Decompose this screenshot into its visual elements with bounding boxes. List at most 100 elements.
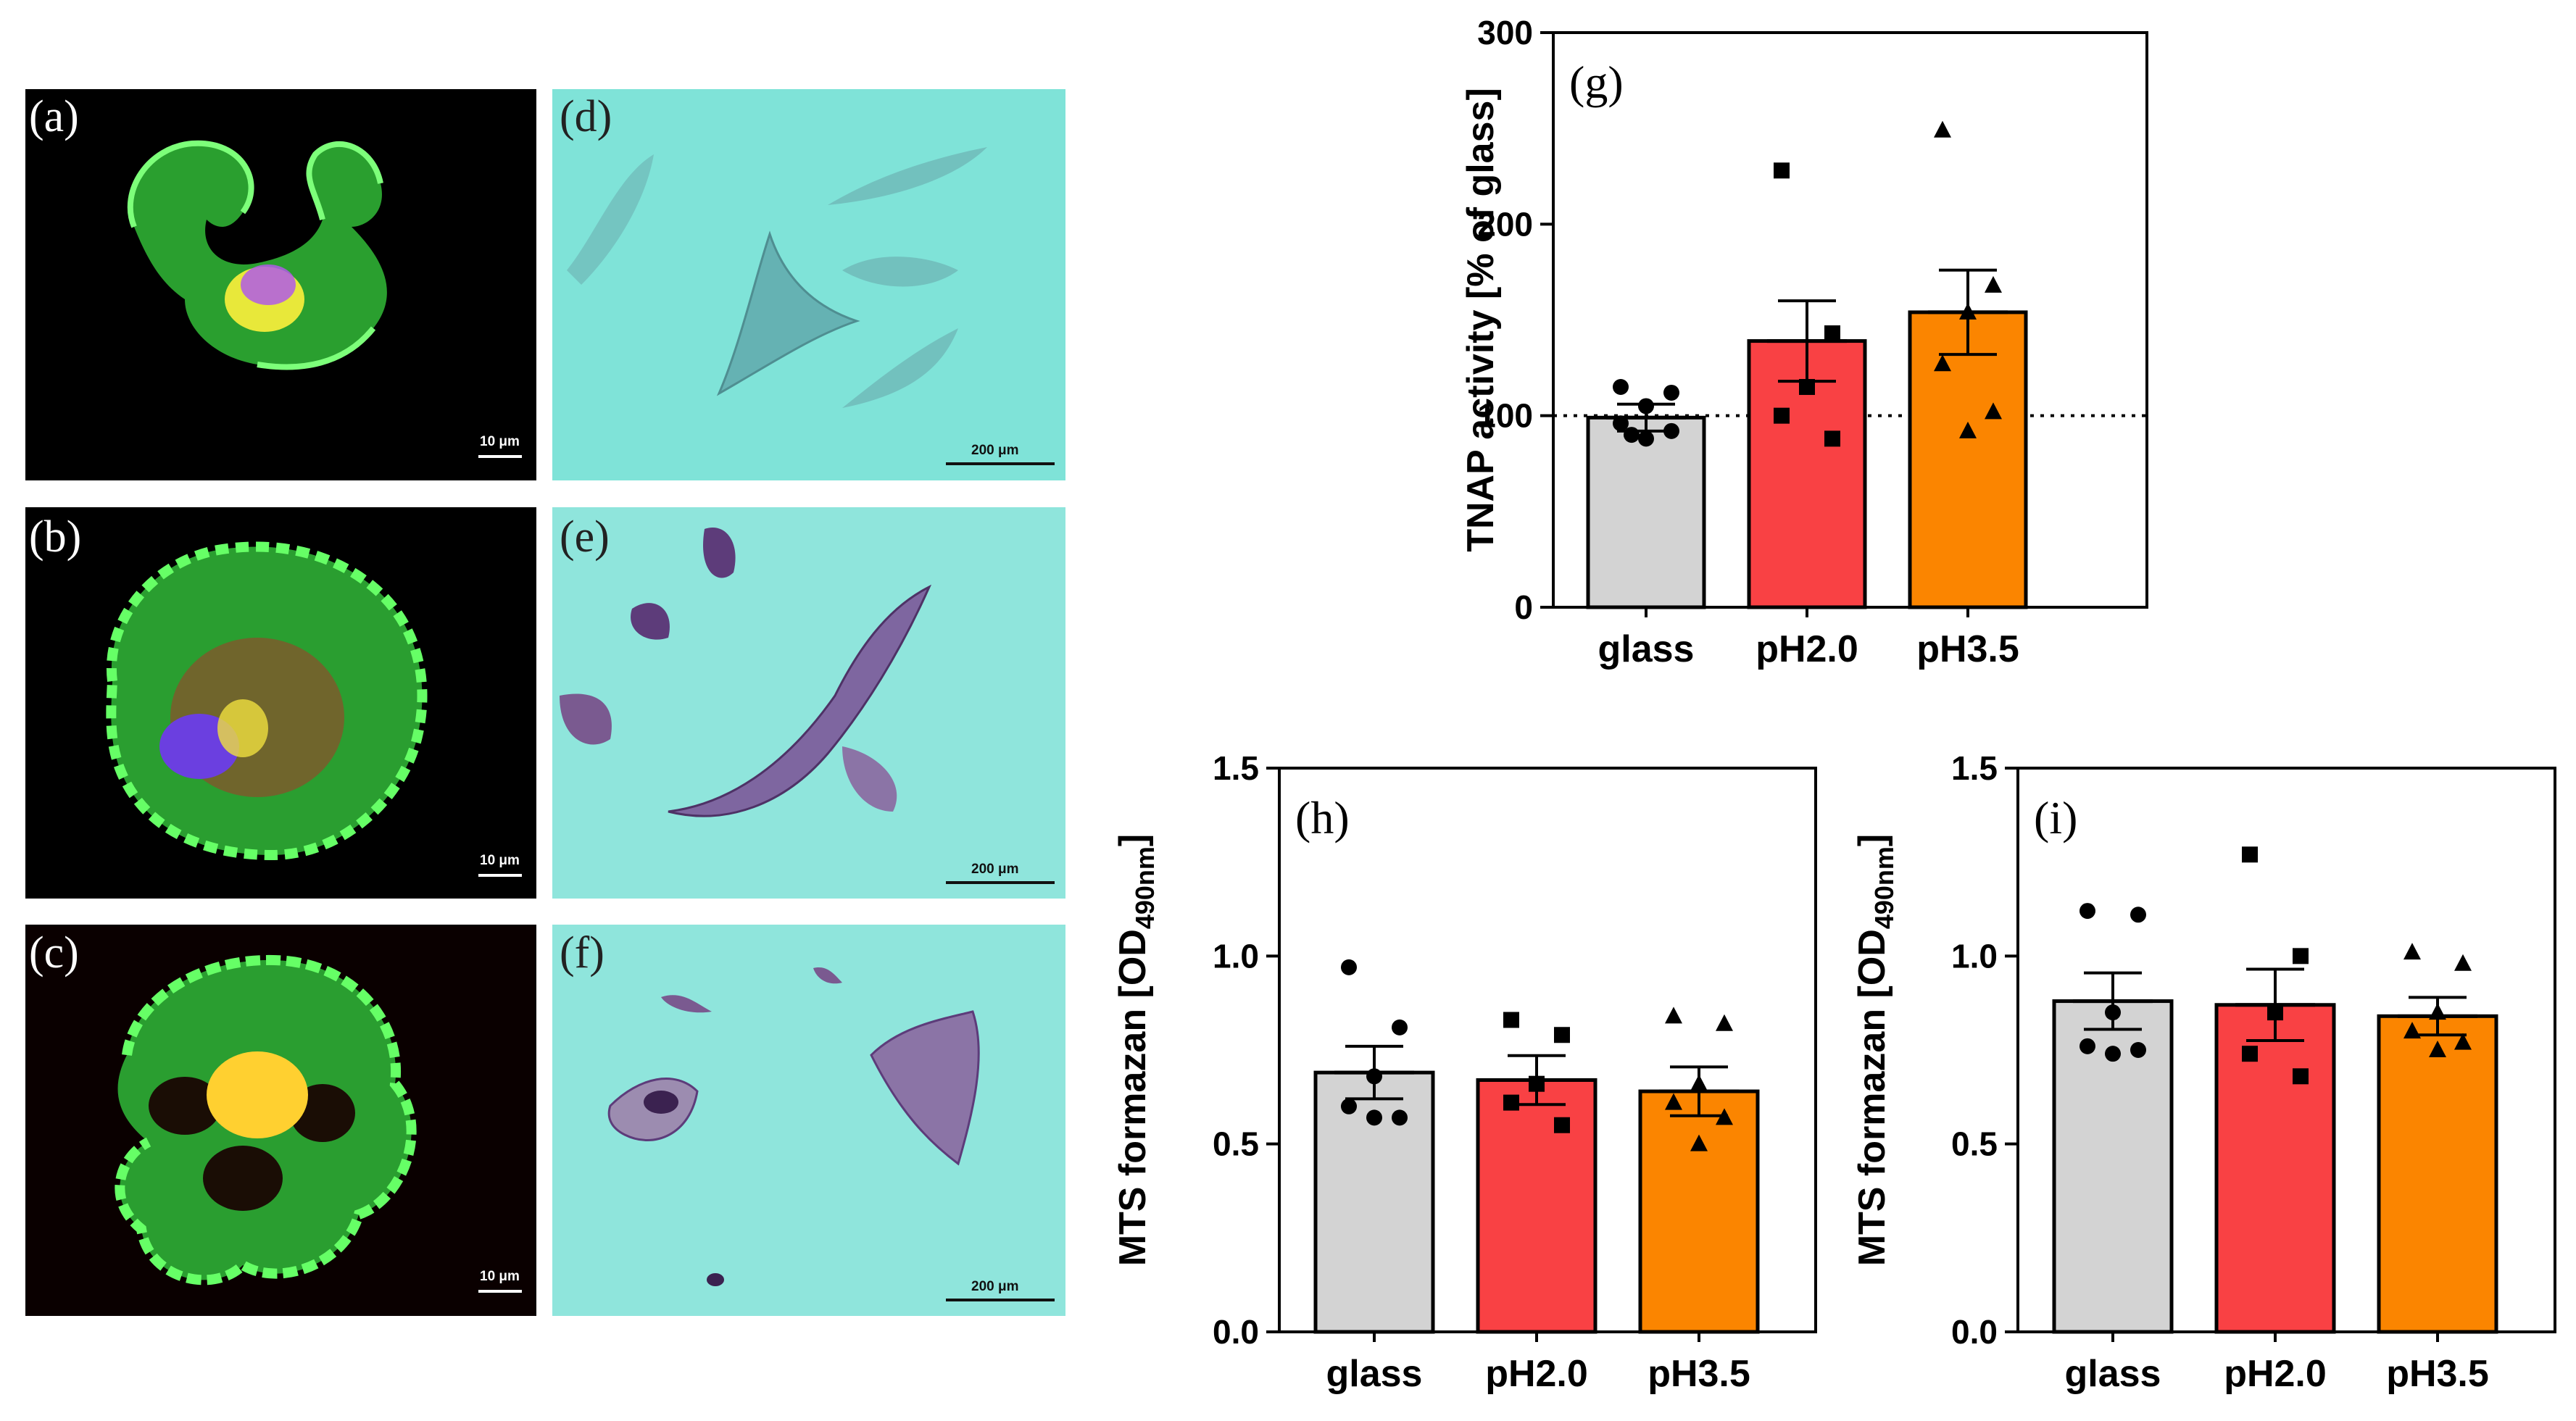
micrograph-a <box>25 89 536 480</box>
micrograph-label-d: (d) <box>560 92 612 141</box>
chart-i-point-pH3.5 <box>2403 943 2421 960</box>
chart-g-point-pH2.0 <box>1824 430 1840 447</box>
chart-h-ylabel-end: ] <box>1112 834 1154 846</box>
chart-g-point-pH2.0 <box>1774 407 1790 424</box>
chart-h-point-pH2.0 <box>1529 1075 1545 1092</box>
chart-i-point-pH2.0 <box>2293 1068 2309 1085</box>
chart-h-bar-pH3.5 <box>1638 1089 1760 1334</box>
scale-bar-c <box>478 1290 522 1293</box>
chart-i-panel-label: (i) <box>2034 792 2077 843</box>
chart-h-ylabel: MTS formazan [OD490nm] <box>1112 834 1160 1267</box>
chart-i-ylabel: MTS formazan [OD490nm] <box>1851 834 1899 1267</box>
chart-g-panel-label: (g) <box>1569 57 1624 108</box>
chart-h-panel-label: (h) <box>1295 792 1350 843</box>
scale-text-b: 10 μm <box>480 853 520 868</box>
scale-bar-b <box>478 874 522 877</box>
chart-h-point-glass <box>1366 1109 1382 1126</box>
chart-h-point-pH3.5 <box>1716 1014 1733 1031</box>
chart-i-point-pH2.0 <box>2242 846 2258 863</box>
chart-h-point-pH2.0 <box>1503 1094 1519 1111</box>
chart-g-point-pH3.5 <box>1959 302 1977 320</box>
scale-text-e: 200 μm <box>971 862 1019 877</box>
chart-h-ytick-label: 1.5 <box>1213 749 1259 787</box>
chart-i-point-glass <box>2105 1004 2121 1021</box>
chart-g-point-pH3.5 <box>1959 421 1977 438</box>
chart-g-ylabel: TNAP activity [% of glass] <box>1460 88 1502 552</box>
chart-i-ytick-label: 1.5 <box>1951 749 1998 787</box>
stained-cells-d <box>567 147 987 408</box>
chart-i-point-pH2.0 <box>2242 1046 2258 1062</box>
chart-g-xtick-label-glass: glass <box>1598 628 1695 670</box>
micrograph-label-e: (e) <box>560 512 610 562</box>
chart-g-point-glass <box>1613 379 1629 396</box>
chart-i-ytick-label: 1.0 <box>1951 937 1998 975</box>
chart-h-ytick-label: 0.5 <box>1213 1125 1259 1163</box>
micrograph-d <box>552 89 1065 480</box>
chart-h-xtick-label-pH2.0: pH2.0 <box>1485 1353 1588 1395</box>
chart-i-point-pH3.5 <box>2454 954 2472 971</box>
chart-i-point-glass <box>2130 1042 2146 1058</box>
micrograph-c <box>25 925 536 1316</box>
chart-i-point-glass <box>2080 903 2095 920</box>
chart-i-bar-pH3.5 <box>2377 1014 2498 1334</box>
chart-g-ylabel-main: TNAP activity [% of glass] <box>1460 88 1502 552</box>
chart-g-ytick-label: 100 <box>1477 397 1533 435</box>
chart-h-point-glass <box>1392 1109 1408 1126</box>
chart-h-point-pH2.0 <box>1554 1117 1570 1133</box>
chart-g-ytick-label: 0 <box>1514 588 1533 626</box>
chart-g-point-glass <box>1663 384 1679 401</box>
chart-h-point-glass <box>1341 1098 1357 1114</box>
chart-g-point-pH3.5 <box>1985 402 2002 420</box>
chart-i-point-pH3.5 <box>2454 1033 2472 1050</box>
chart-h-xtick-label-glass: glass <box>1326 1353 1423 1395</box>
chart-h-point-glass <box>1392 1019 1408 1035</box>
chart-h-ytick-label: 1.0 <box>1213 937 1259 975</box>
chart-g-point-pH2.0 <box>1824 325 1840 342</box>
chart-g-point-pH3.5 <box>1985 275 2002 293</box>
chart-g-xtick-label-pH3.5: pH3.5 <box>1916 628 2019 670</box>
chart-g-xtick-label-pH2.0: pH2.0 <box>1756 628 1858 670</box>
chart-h-point-pH3.5 <box>1665 1093 1682 1110</box>
scale-bar-d <box>946 462 1055 465</box>
chart-h-ytick-label: 0.0 <box>1213 1313 1259 1351</box>
chart-h-bar-pH2.0 <box>1476 1078 1597 1334</box>
chart-g-bar-pH3.5 <box>1908 310 2028 609</box>
chart-i-point-pH3.5 <box>2403 1022 2421 1039</box>
chart-g-ytick-label: 300 <box>1477 14 1533 51</box>
chart-i-ytick-label: 0.0 <box>1951 1313 1998 1351</box>
chart-i-bar-pH2.0 <box>2214 1003 2336 1334</box>
chart-i-ylabel-end: ] <box>1851 834 1893 846</box>
chart-g-point-glass <box>1638 430 1654 447</box>
chart-i-point-glass <box>2130 907 2146 923</box>
chart-h-point-pH2.0 <box>1503 1012 1519 1028</box>
chart-i-point-pH2.0 <box>2267 1004 2283 1021</box>
micrograph-b <box>25 507 536 899</box>
scale-bar-f <box>946 1299 1055 1301</box>
chart-i-ytick-label: 0.5 <box>1951 1125 1998 1163</box>
chart-g-point-pH2.0 <box>1774 162 1790 179</box>
chart-i-point-glass <box>2080 1038 2095 1054</box>
chart-i-ylabel-main: MTS formazan [OD <box>1851 929 1893 1266</box>
chart-i-ylabel-sub: 490nm <box>1869 846 1899 929</box>
chart-h-point-pH3.5 <box>1690 1134 1708 1151</box>
fluorescent-cell-a <box>127 140 387 370</box>
chart-i-point-glass <box>2105 1046 2121 1062</box>
scale-text-c: 10 μm <box>480 1269 520 1284</box>
chart-i-xtick-label-pH3.5: pH3.5 <box>2386 1353 2489 1395</box>
micrograph-label-f: (f) <box>560 928 604 978</box>
chart-g-point-glass <box>1613 415 1629 432</box>
chart-i-xtick-label-glass: glass <box>2065 1353 2161 1395</box>
micrograph-e <box>552 507 1065 899</box>
fluorescent-cell-c <box>115 954 417 1285</box>
micrograph-f <box>552 925 1065 1316</box>
chart-h-point-pH2.0 <box>1554 1027 1570 1043</box>
chart-h-point-pH3.5 <box>1665 1007 1682 1024</box>
scale-text-d: 200 μm <box>971 443 1019 458</box>
scale-bar-e <box>946 881 1055 884</box>
chart-g-point-glass <box>1624 427 1640 443</box>
stained-cells-e <box>560 528 932 817</box>
scale-text-f: 200 μm <box>971 1279 1019 1294</box>
fluorescent-cell-b <box>106 541 428 861</box>
scale-bar-a <box>478 455 522 458</box>
